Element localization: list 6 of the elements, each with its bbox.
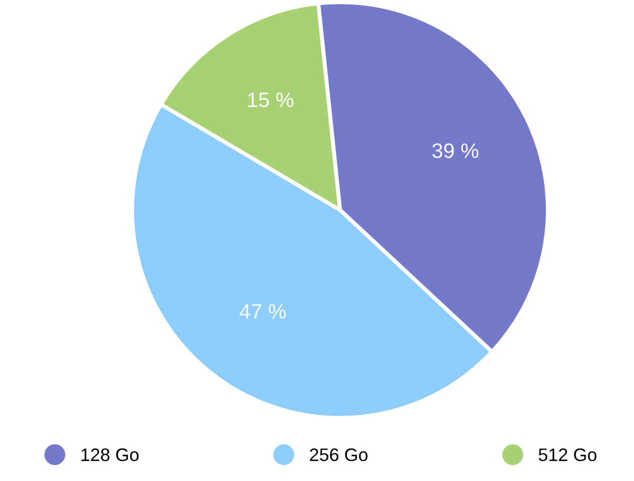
legend-label: 128 Go [81, 448, 139, 462]
data-label: 15 % [248, 92, 294, 108]
data-label: 47 % [240, 304, 286, 319]
data-label: 39 % [432, 143, 478, 158]
legend-label: 256 Go [310, 448, 368, 462]
legend-label: 512 Go [538, 448, 596, 462]
